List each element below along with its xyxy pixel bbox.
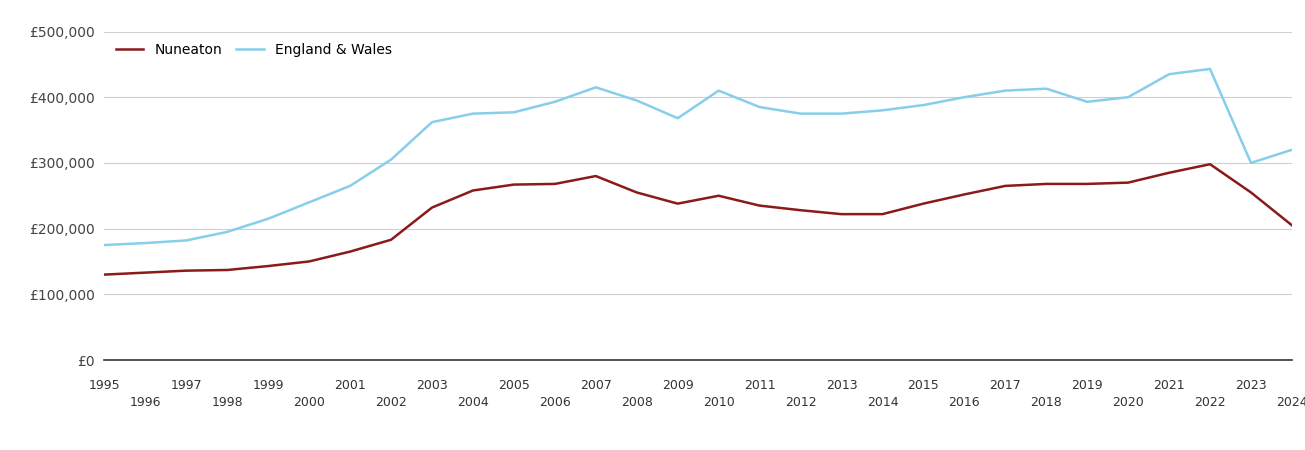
Nuneaton	[137, 270, 153, 275]
Nuneaton	[1202, 162, 1218, 167]
England & Wales	[384, 157, 399, 162]
England & Wales	[752, 104, 767, 110]
Text: 1997: 1997	[171, 379, 202, 392]
England & Wales	[629, 98, 645, 103]
England & Wales	[834, 111, 850, 116]
Text: 2015: 2015	[907, 379, 940, 392]
England & Wales	[301, 200, 317, 205]
Nuneaton	[629, 190, 645, 195]
Nuneaton	[1284, 223, 1300, 228]
England & Wales	[1120, 94, 1135, 100]
Nuneaton	[1079, 181, 1095, 187]
Text: 2023: 2023	[1236, 379, 1267, 392]
England & Wales	[957, 94, 972, 100]
Text: 2007: 2007	[579, 379, 612, 392]
Text: 2017: 2017	[989, 379, 1022, 392]
Nuneaton	[997, 183, 1013, 189]
England & Wales	[424, 119, 440, 125]
Nuneaton	[1161, 170, 1177, 176]
Text: 2005: 2005	[499, 379, 530, 392]
Text: 2012: 2012	[784, 396, 817, 409]
Text: 2000: 2000	[294, 396, 325, 409]
England & Wales	[792, 111, 808, 116]
Text: 1998: 1998	[211, 396, 243, 409]
Text: 2024: 2024	[1276, 396, 1305, 409]
England & Wales	[137, 240, 153, 246]
Nuneaton	[179, 268, 194, 273]
Text: 2003: 2003	[416, 379, 448, 392]
England & Wales	[219, 229, 235, 234]
Nuneaton	[589, 173, 604, 179]
England & Wales	[1039, 86, 1054, 91]
Nuneaton	[465, 188, 480, 193]
Text: 2022: 2022	[1194, 396, 1225, 409]
Text: 2002: 2002	[375, 396, 407, 409]
England & Wales	[342, 183, 358, 189]
England & Wales	[1244, 160, 1259, 166]
Text: 2008: 2008	[621, 396, 652, 409]
Nuneaton	[957, 192, 972, 197]
England & Wales	[1161, 72, 1177, 77]
England & Wales	[874, 108, 890, 113]
England & Wales	[1284, 147, 1300, 153]
England & Wales	[916, 103, 932, 108]
Nuneaton	[301, 259, 317, 264]
Nuneaton	[547, 181, 562, 187]
Text: 2018: 2018	[1031, 396, 1062, 409]
Text: 2001: 2001	[334, 379, 365, 392]
England & Wales	[669, 116, 685, 121]
Nuneaton	[219, 267, 235, 273]
England & Wales	[179, 238, 194, 243]
Text: 2010: 2010	[703, 396, 735, 409]
Nuneaton	[384, 237, 399, 243]
Text: 2006: 2006	[539, 396, 570, 409]
Text: 2021: 2021	[1154, 379, 1185, 392]
Text: 2014: 2014	[867, 396, 898, 409]
Text: 1996: 1996	[129, 396, 161, 409]
England & Wales	[465, 111, 480, 116]
Nuneaton	[711, 193, 727, 198]
Nuneaton	[506, 182, 522, 187]
Nuneaton	[1244, 190, 1259, 195]
Text: 1999: 1999	[252, 379, 284, 392]
Nuneaton	[669, 201, 685, 207]
Nuneaton	[874, 212, 890, 217]
Text: 2004: 2004	[457, 396, 489, 409]
England & Wales	[589, 85, 604, 90]
Text: 2016: 2016	[949, 396, 980, 409]
Nuneaton	[342, 249, 358, 254]
England & Wales	[711, 88, 727, 93]
Text: 2013: 2013	[826, 379, 857, 392]
England & Wales	[547, 99, 562, 104]
Nuneaton	[916, 201, 932, 207]
Nuneaton	[261, 263, 277, 269]
Nuneaton	[424, 205, 440, 210]
Line: England & Wales: England & Wales	[104, 69, 1292, 245]
Nuneaton	[834, 212, 850, 217]
Text: 2020: 2020	[1112, 396, 1144, 409]
Legend: Nuneaton, England & Wales: Nuneaton, England & Wales	[111, 38, 397, 61]
Line: Nuneaton: Nuneaton	[104, 164, 1292, 274]
Text: 2011: 2011	[744, 379, 775, 392]
England & Wales	[261, 216, 277, 221]
Nuneaton	[792, 207, 808, 213]
Nuneaton	[1120, 180, 1135, 185]
Text: 2019: 2019	[1071, 379, 1103, 392]
Nuneaton	[1039, 181, 1054, 187]
Nuneaton	[97, 272, 112, 277]
Nuneaton	[752, 203, 767, 208]
Text: 2009: 2009	[662, 379, 693, 392]
England & Wales	[1202, 66, 1218, 72]
England & Wales	[506, 110, 522, 115]
England & Wales	[997, 88, 1013, 93]
Text: 1995: 1995	[89, 379, 120, 392]
England & Wales	[97, 242, 112, 248]
England & Wales	[1079, 99, 1095, 104]
